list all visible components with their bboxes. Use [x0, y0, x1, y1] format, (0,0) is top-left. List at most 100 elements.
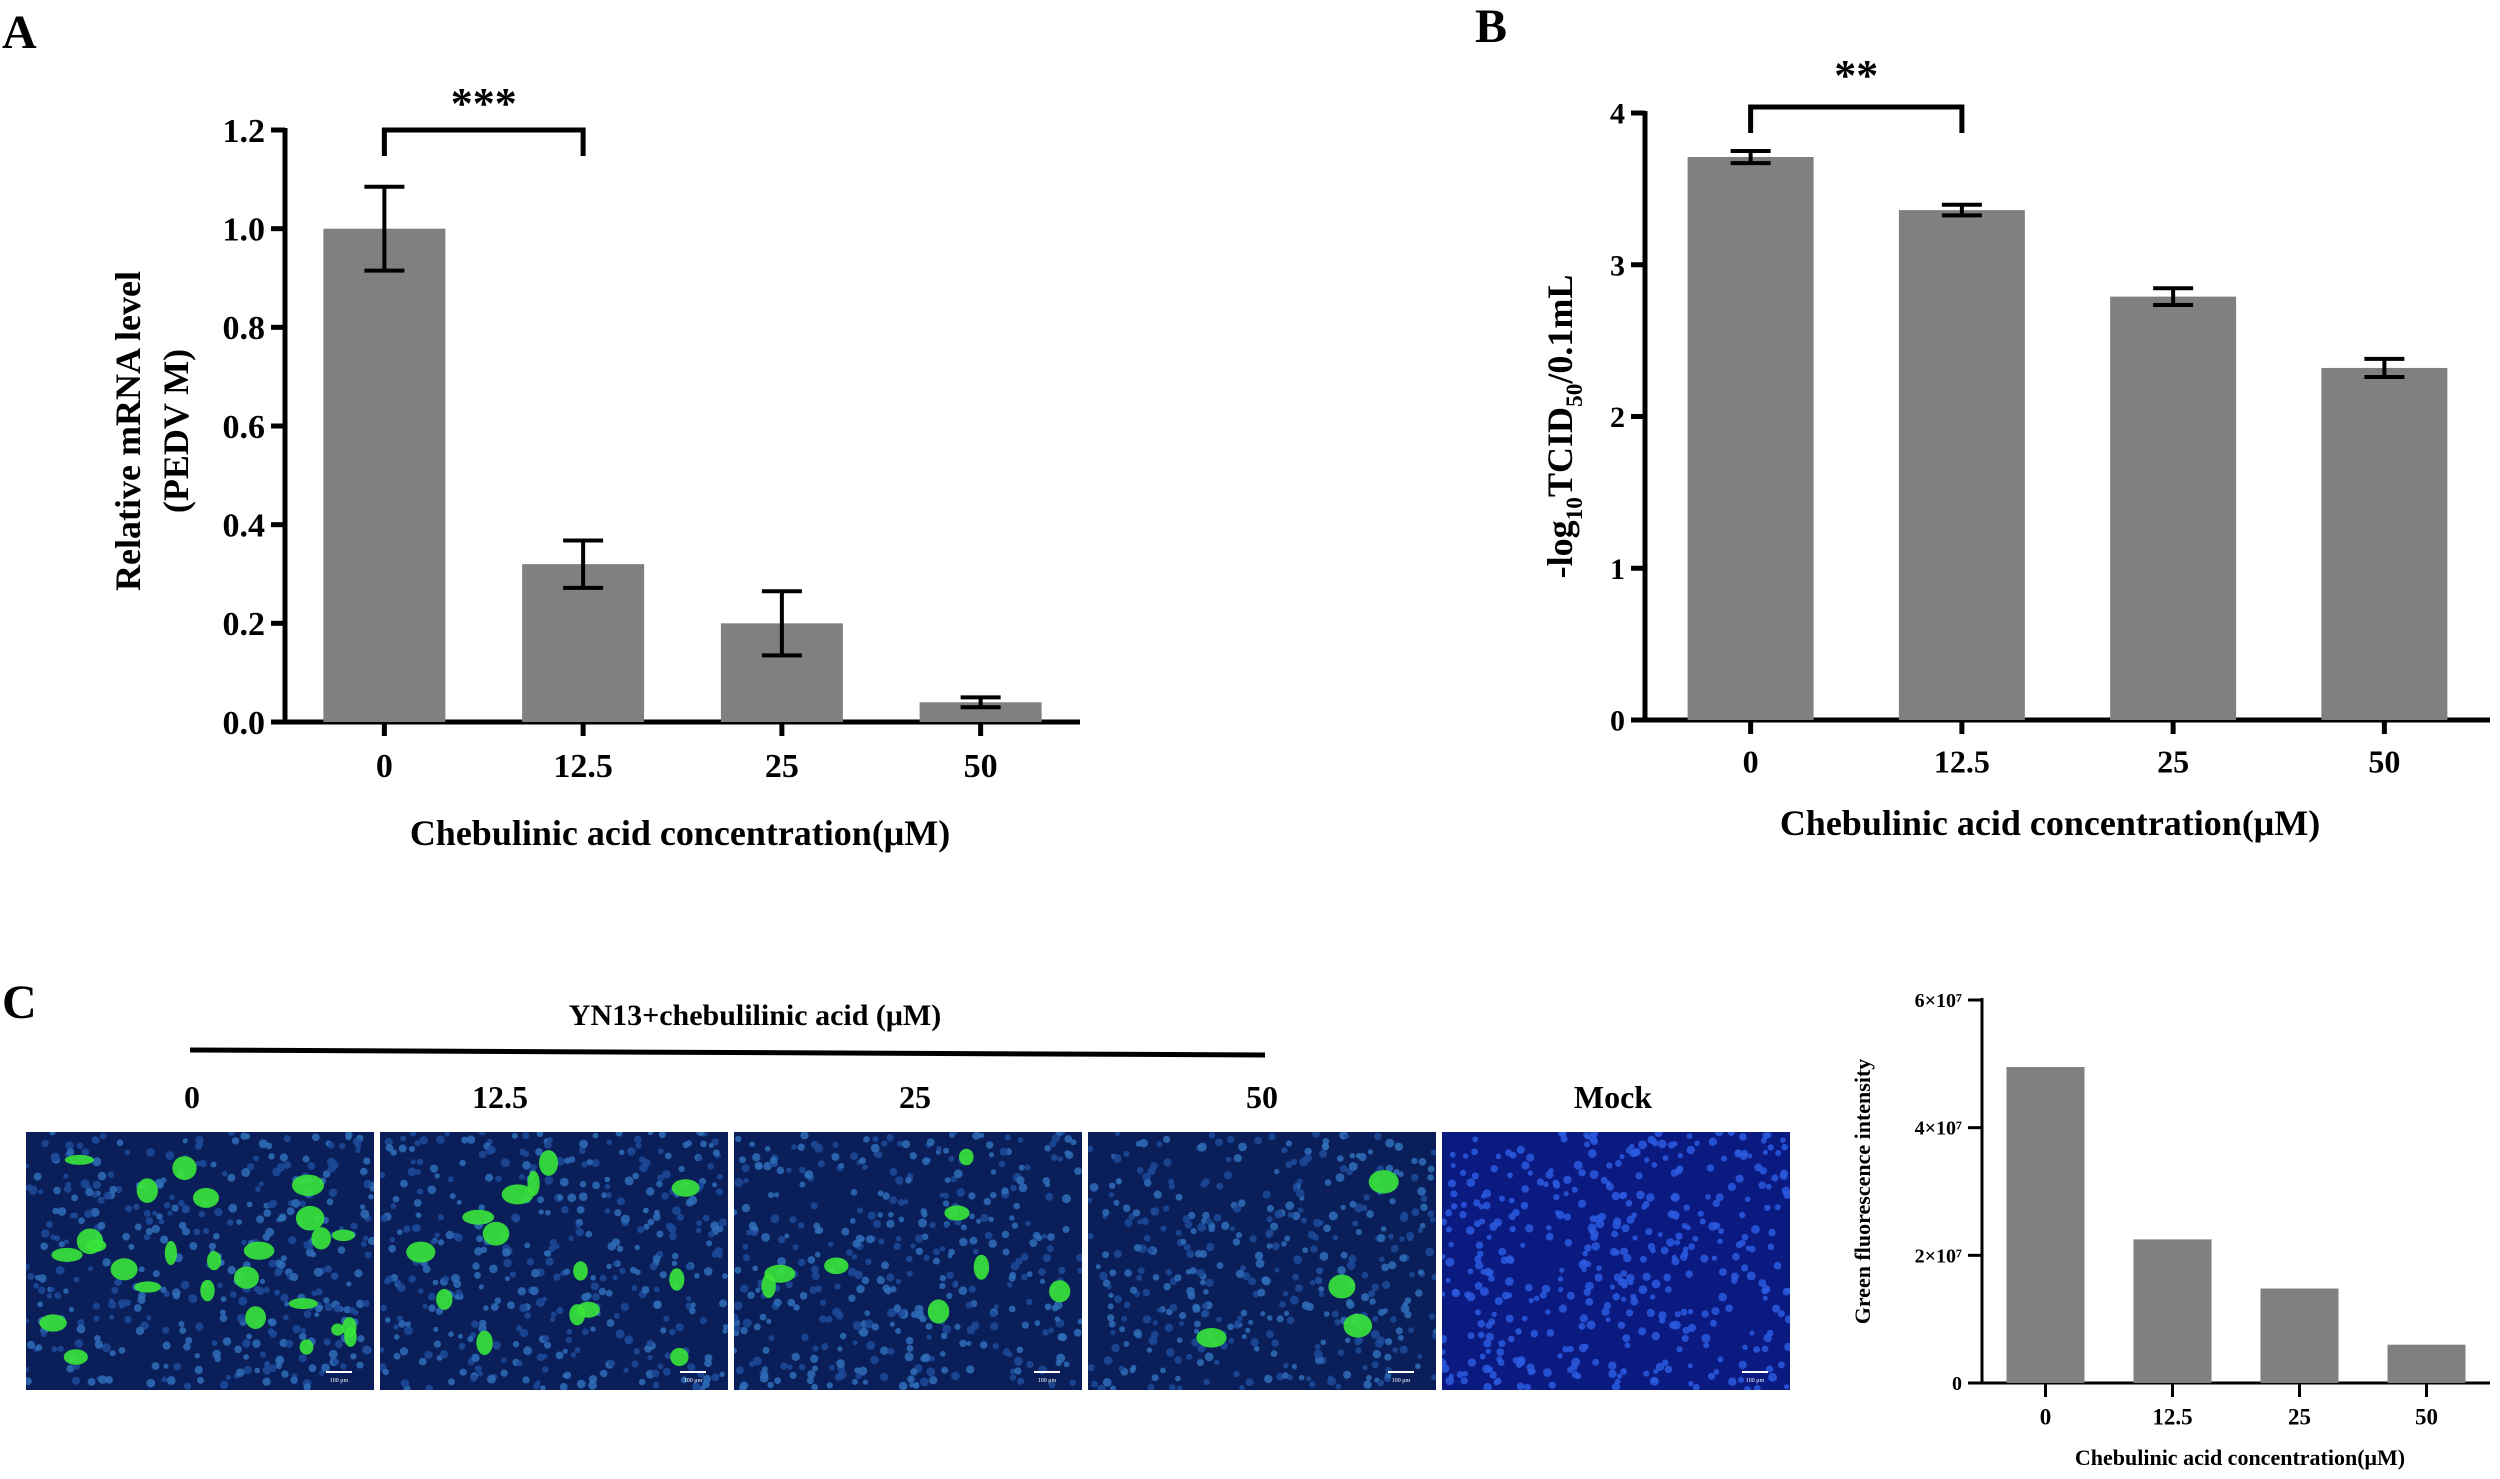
nucleus [940, 1332, 948, 1340]
nucleus [1712, 1222, 1721, 1230]
nucleus [1253, 1346, 1260, 1352]
nucleus [1578, 1169, 1586, 1177]
nucleus [263, 1286, 270, 1293]
nucleus [171, 1288, 181, 1298]
nucleus [968, 1285, 976, 1293]
nucleus [362, 1299, 370, 1307]
nucleus [73, 1276, 80, 1283]
nucleus [363, 1157, 371, 1165]
nucleus [1021, 1321, 1029, 1329]
nucleus [992, 1343, 999, 1350]
nucleus [1216, 1262, 1224, 1269]
nucleus [634, 1269, 641, 1276]
nucleus [1478, 1204, 1485, 1210]
nucleus [800, 1132, 809, 1140]
nucleus [1282, 1372, 1289, 1379]
nucleus [448, 1331, 454, 1337]
infected-cell [1049, 1280, 1071, 1303]
nucleus [1442, 1291, 1446, 1297]
nucleus [220, 1296, 227, 1302]
nucleus [542, 1334, 550, 1342]
nucleus [875, 1151, 883, 1159]
nucleus [102, 1258, 111, 1267]
nucleus [1059, 1333, 1068, 1342]
nucleus [791, 1352, 800, 1362]
nucleus [669, 1328, 676, 1336]
nucleus [1521, 1315, 1528, 1322]
nucleus [459, 1159, 466, 1167]
nucleus [1073, 1328, 1082, 1337]
nucleus [768, 1335, 775, 1341]
nucleus [1671, 1254, 1677, 1260]
nucleus [1765, 1183, 1772, 1190]
nucleus [633, 1348, 640, 1355]
nucleus [1734, 1149, 1743, 1158]
nucleus [762, 1366, 768, 1373]
nucleus [1751, 1225, 1760, 1234]
nucleus [1376, 1336, 1385, 1345]
nucleus [1399, 1345, 1408, 1354]
nucleus [1741, 1264, 1749, 1272]
nucleus [1102, 1208, 1110, 1217]
nucleus [107, 1171, 115, 1178]
nucleus [1348, 1254, 1357, 1263]
nucleus [1692, 1235, 1699, 1242]
nucleus [310, 1251, 317, 1258]
nucleus [253, 1285, 261, 1293]
x-axis-title: Chebulinic acid concentration(μM) [2075, 1445, 2405, 1470]
nucleus [238, 1296, 248, 1306]
nucleus [1004, 1134, 1011, 1141]
nucleus [1506, 1292, 1513, 1299]
nucleus [859, 1157, 866, 1164]
nucleus [1393, 1169, 1400, 1176]
nucleus [137, 1295, 146, 1304]
nucleus [1097, 1384, 1106, 1390]
nucleus [1657, 1232, 1663, 1238]
x-tick-label: 0 [376, 748, 393, 785]
nucleus [1042, 1177, 1050, 1185]
nucleus [999, 1147, 1008, 1156]
nucleus [255, 1186, 261, 1192]
nucleus [1445, 1376, 1454, 1386]
nucleus [1235, 1232, 1243, 1239]
nucleus [162, 1326, 170, 1334]
nucleus [1616, 1373, 1623, 1379]
nucleus [586, 1159, 593, 1166]
nucleus [1404, 1310, 1412, 1319]
infected-cell [243, 1241, 275, 1260]
nucleus [1612, 1293, 1620, 1301]
nucleus [1632, 1235, 1638, 1241]
nucleus [760, 1371, 769, 1379]
nucleus [478, 1284, 484, 1290]
nucleus [711, 1250, 719, 1258]
nucleus [1271, 1339, 1280, 1347]
nucleus [1265, 1229, 1274, 1238]
x-tick-label: 12.5 [2152, 1405, 2192, 1430]
image-label-0: 0 [184, 1079, 200, 1115]
micrograph-background [1442, 1132, 1790, 1390]
nucleus [1113, 1249, 1122, 1259]
nucleus [26, 1366, 29, 1373]
nucleus [354, 1269, 363, 1278]
nucleus [1121, 1315, 1128, 1322]
nucleus [1472, 1136, 1479, 1143]
nucleus [264, 1361, 271, 1369]
nucleus [1417, 1269, 1424, 1276]
nucleus [246, 1163, 255, 1171]
nucleus [965, 1301, 973, 1309]
nucleus [948, 1156, 955, 1162]
nucleus [1640, 1255, 1647, 1263]
nucleus [847, 1267, 857, 1277]
nucleus [1194, 1320, 1201, 1328]
nucleus [122, 1232, 130, 1241]
nucleus [523, 1346, 532, 1356]
nucleus [607, 1242, 617, 1251]
nucleus [787, 1364, 793, 1370]
nucleus [517, 1287, 526, 1296]
nucleus [339, 1143, 346, 1150]
nucleus [821, 1343, 829, 1351]
nucleus [390, 1149, 398, 1156]
nucleus [1666, 1238, 1675, 1247]
nucleus [565, 1336, 573, 1343]
